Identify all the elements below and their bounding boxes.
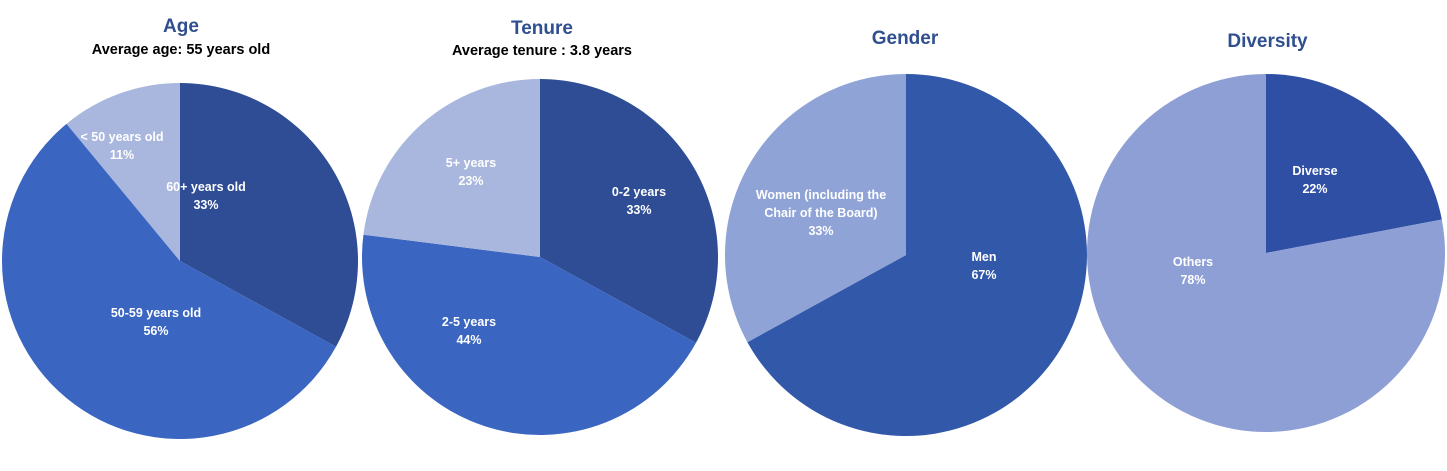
slice-value-diverse: 22% (1302, 182, 1327, 196)
slice-value-60-years-old: 33% (193, 198, 218, 212)
tenure-chart: Tenure Average tenure : 3.8 years 0-2 ye… (362, 0, 722, 471)
pie-slice-women-including-the-chair-of-the-board (725, 73, 906, 343)
slice-value-2-5-years: 44% (456, 333, 481, 347)
slice-value-50-59-years-old: 56% (143, 324, 168, 338)
chart-title: Age (163, 16, 199, 37)
slice-label-others: Others 78% (1173, 255, 1213, 287)
pie-slice-men (747, 74, 1087, 436)
pie-slice-5-years (363, 79, 540, 257)
slice-label-men: Men 67% (971, 250, 996, 282)
diversity-pie: Diverse 22% Others 78% (1087, 74, 1445, 433)
slice-value-men: 67% (971, 268, 996, 282)
pie-slice-diverse (1266, 74, 1442, 253)
slice-value-50-years-old: 11% (110, 148, 134, 162)
slice-label-2-5-years: 2-5 years 44% (442, 315, 496, 347)
pie-slice-60-years-old (180, 83, 358, 347)
chart-subtitle: Average tenure : 3.8 years (451, 43, 632, 59)
pie-slice-0-2-years (540, 79, 718, 343)
slice-label-0-2-years: 0-2 years 33% (612, 185, 666, 217)
chart-title: Gender (871, 28, 939, 49)
slice-label-50-59-years-old: 50-59 years old 56% (111, 306, 201, 338)
tenure-pie: 0-2 years 33% 2-5 years 44% 5+ years 23% (362, 79, 718, 436)
slice-label-50-years-old: < 50 years old 11% (80, 130, 163, 162)
chart-title: Diversity (1227, 31, 1308, 52)
pie-slice-50-years-old (66, 83, 180, 261)
slice-value-women-including-the-chair-of-the-board: 33% (808, 224, 833, 238)
pie-slice-50-59-years-old (1, 123, 336, 440)
pie-slice-others (1087, 74, 1445, 433)
slice-value-5-years: 23% (458, 174, 483, 188)
chart-subtitle: Average age: 55 years old (91, 42, 271, 58)
gender-pie: Men 67% Women (including the Chair of the B… (725, 73, 1087, 436)
age-chart: Age Average age: 55 years old 60+ years … (0, 0, 362, 471)
pie-slice-2-5-years (362, 234, 696, 436)
slice-label-5-years: 5+ years 23% (446, 156, 496, 188)
slice-label-women-including-the-chair-of-the-board: Women (including the Chair of the Board) 3… (756, 188, 886, 238)
slice-value-0-2-years: 33% (626, 203, 651, 217)
slice-label-60-years-old: 60+ years old 33% (166, 180, 246, 212)
diversity-chart: Diversity Diverse 22% Others 78% (1087, 0, 1447, 471)
gender-chart: Gender Men 67% Women (including the Chair o… (722, 0, 1088, 471)
age-pie: 60+ years old 33% 50-59 years old 56% < 50 y… (1, 83, 358, 440)
chart-title: Tenure (511, 18, 573, 39)
slice-label-diverse: Diverse 22% (1292, 164, 1337, 196)
slice-value-others: 78% (1180, 273, 1205, 287)
